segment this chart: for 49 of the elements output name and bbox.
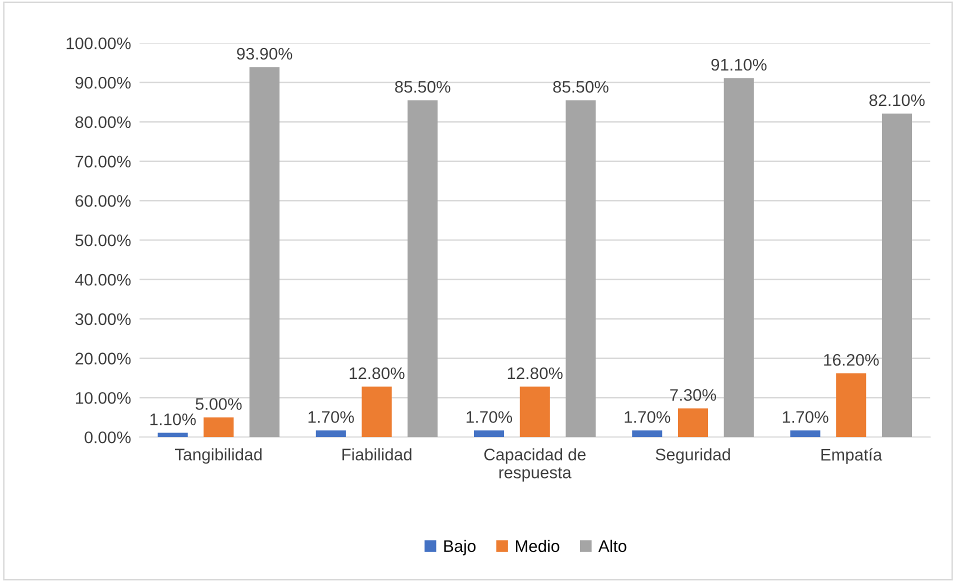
- y-tick-label: 50.00%: [75, 234, 131, 246]
- x-tick-label: Tangibilidad: [175, 448, 262, 464]
- data-label: 85.50%: [395, 80, 450, 93]
- y-tick-label: 40.00%: [75, 274, 131, 286]
- y-tick-label: 70.00%: [76, 156, 131, 168]
- x-tick-label: Seguridad: [656, 448, 730, 464]
- legend-label: Bajo: [444, 540, 476, 556]
- y-tick-label: 80.00%: [75, 116, 131, 128]
- data-label: 5.00%: [196, 398, 242, 410]
- y-tick-label: 90.00%: [76, 76, 131, 89]
- y-tick-label: 20.00%: [76, 352, 131, 364]
- data-label: 82.10%: [869, 94, 925, 106]
- bar: [632, 430, 662, 438]
- bar: [249, 67, 280, 438]
- bar: [520, 386, 550, 438]
- data-label: 93.90%: [237, 48, 292, 60]
- bar: [204, 417, 234, 438]
- bar: [882, 114, 912, 438]
- bar: [316, 430, 346, 438]
- data-label: 91.10%: [711, 58, 767, 71]
- data-label: 1.70%: [308, 411, 354, 423]
- y-tick-label: 0.00%: [84, 431, 131, 444]
- data-label: 12.80%: [350, 367, 404, 380]
- y-tick-label: 100.00%: [66, 37, 131, 50]
- data-label: 1.70%: [782, 411, 828, 423]
- legend-label: Alto: [598, 540, 626, 552]
- data-label: 7.30%: [670, 389, 716, 401]
- bar: [158, 432, 188, 438]
- data-label: 1.70%: [466, 411, 512, 423]
- bar: [724, 78, 754, 438]
- bar: [566, 100, 596, 438]
- data-label: 85.50%: [553, 80, 608, 93]
- x-tick-label: Capacidad de respuesta: [484, 448, 586, 482]
- bar: [408, 100, 438, 438]
- y-tick-label: 60.00%: [76, 195, 131, 207]
- data-label: 1.70%: [624, 411, 670, 423]
- bar: [678, 408, 708, 438]
- data-label: 16.20%: [824, 354, 879, 366]
- bar: [474, 430, 504, 438]
- bar: [836, 373, 866, 438]
- y-tick-label: 10.00%: [76, 392, 131, 404]
- bar: [790, 430, 820, 438]
- legend-label: Medio: [516, 540, 560, 552]
- data-label: 12.80%: [508, 367, 563, 380]
- x-tick-label: Fiabilidad: [342, 448, 412, 460]
- y-tick-label: 30.00%: [75, 313, 131, 326]
- data-label: 1.10%: [150, 413, 196, 426]
- bar: [362, 386, 392, 438]
- x-tick-label: Empatía: [821, 448, 882, 464]
